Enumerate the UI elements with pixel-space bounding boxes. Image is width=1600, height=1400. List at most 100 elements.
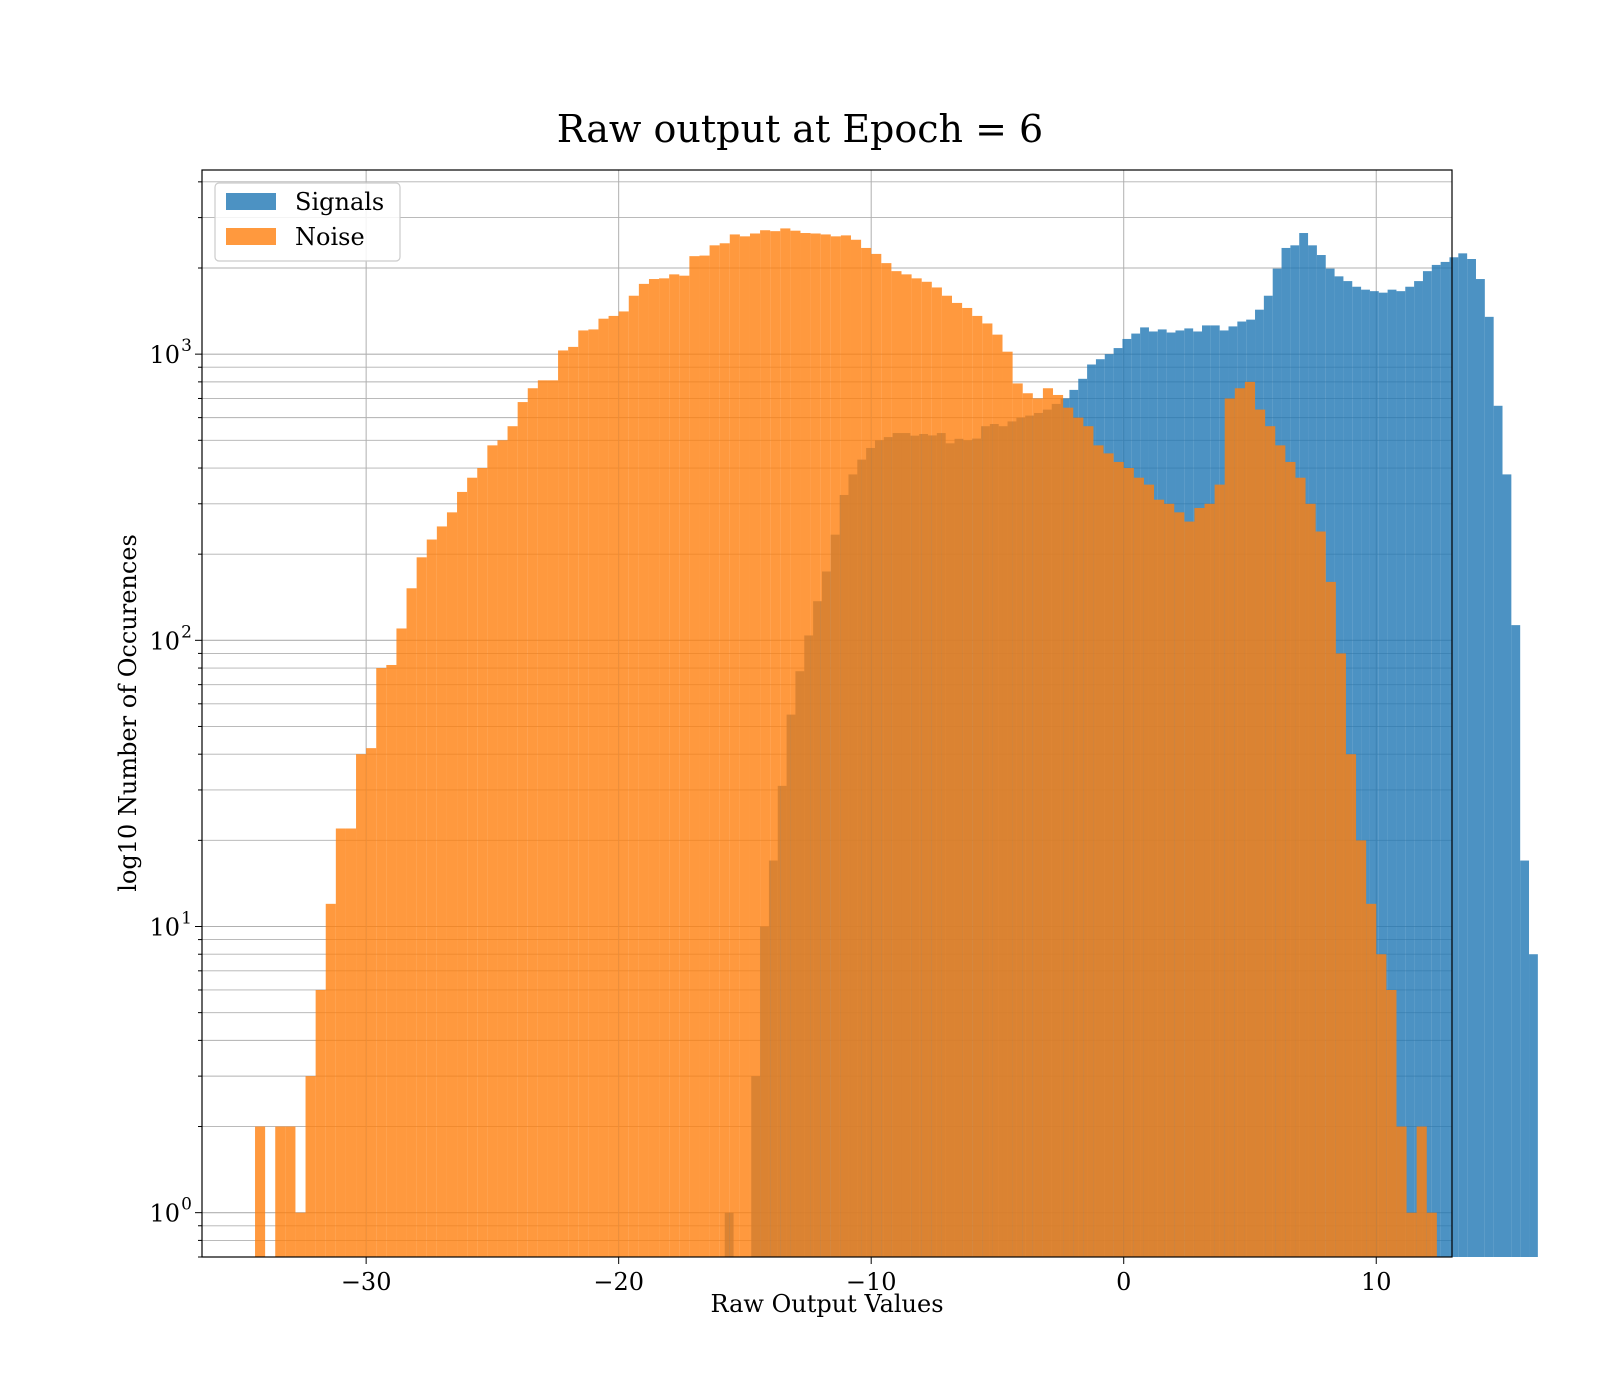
bar-noise [477, 468, 488, 1257]
bar-noise [659, 278, 670, 1257]
legend-label-noise: Noise [295, 223, 365, 251]
bar-signals [1431, 264, 1441, 1257]
bar-noise [952, 302, 963, 1257]
bar-noise [446, 512, 458, 1257]
y-tick-exponent: 2 [181, 622, 192, 642]
bar-signals [1493, 405, 1503, 1258]
bar-signals [1484, 316, 1494, 1257]
bar-noise [1042, 388, 1054, 1258]
y-axis-label: log10 Number of Occurences [114, 534, 142, 892]
bar-noise [638, 283, 649, 1257]
bar-noise [1366, 903, 1377, 1257]
bar-noise [648, 279, 660, 1258]
legend: Signals Noise [214, 182, 401, 262]
bar-signals [1396, 291, 1406, 1257]
bar-noise [527, 388, 538, 1258]
bar-noise [1345, 754, 1357, 1257]
bar-noise [1244, 381, 1256, 1258]
bar-noise [911, 278, 922, 1257]
bar-signals [1520, 860, 1530, 1257]
bar-noise [416, 557, 427, 1257]
bar-noise [547, 380, 559, 1257]
bar-noise [1325, 581, 1336, 1257]
bar-noise [618, 311, 629, 1257]
x-axis-label: Raw Output Values [710, 1290, 943, 1318]
bar-noise [1255, 409, 1266, 1258]
bar-signals [1405, 286, 1415, 1257]
bar-noise [598, 318, 609, 1257]
bar-noise [396, 628, 407, 1257]
bar-noise [709, 245, 720, 1258]
bar-noise [335, 828, 346, 1257]
bar-noise [345, 828, 357, 1257]
bar-noise [1093, 445, 1104, 1258]
bar-noise [588, 329, 599, 1258]
bar-noise [679, 275, 690, 1258]
legend-swatch-signals [226, 193, 276, 210]
bar-noise [1063, 407, 1074, 1257]
bar-noise [285, 1126, 296, 1257]
bar-signals [1361, 289, 1370, 1257]
x-tick-label: −30 [341, 1268, 392, 1296]
bar-noise [941, 295, 952, 1258]
bar-noise [1396, 1126, 1407, 1257]
bar-noise [1416, 1126, 1427, 1257]
bar-noise [1002, 351, 1013, 1257]
bar-noise [931, 287, 942, 1258]
bar-noise [840, 235, 851, 1257]
bar-noise [406, 588, 417, 1257]
bar-noise [1154, 499, 1165, 1257]
bar-noise [1194, 507, 1205, 1258]
y-tick-label: 10 [149, 627, 180, 655]
bar-noise [850, 239, 862, 1258]
bar-signals [1475, 279, 1485, 1258]
bar-noise [1265, 426, 1276, 1257]
bar-noise [749, 233, 761, 1257]
bar-noise [992, 334, 1003, 1257]
bar-noise [1103, 453, 1114, 1257]
bar-noise [1275, 445, 1286, 1258]
bar-noise [1022, 393, 1033, 1257]
bar-noise [386, 664, 397, 1257]
bar-noise [881, 263, 892, 1258]
bar-noise [972, 315, 983, 1257]
bar-noise [1335, 653, 1346, 1257]
bar-noise [558, 350, 569, 1257]
bar-noise [1113, 461, 1124, 1258]
bar-noise [1123, 468, 1134, 1257]
bar-signals [1458, 253, 1468, 1258]
bar-signals [1369, 291, 1379, 1257]
bar-noise [487, 445, 498, 1258]
bar-noise [689, 256, 700, 1258]
bar-noise [356, 754, 367, 1257]
bar-noise [719, 243, 730, 1257]
chart-title: Raw output at Epoch = 6 [557, 107, 1043, 151]
y-tick-label: 10 [149, 913, 180, 941]
bar-noise [1184, 521, 1195, 1257]
bar-signals [1467, 259, 1476, 1257]
bar-noise [790, 230, 801, 1258]
bar-noise [295, 1212, 306, 1257]
bar-noise [1356, 840, 1367, 1257]
bar-noise [1426, 1212, 1437, 1257]
bar-noise [861, 247, 872, 1258]
bar-noise [1032, 398, 1043, 1258]
bar-noise [760, 230, 771, 1258]
y-tick-label: 10 [149, 341, 180, 369]
bar-noise [982, 323, 993, 1257]
bar-noise [830, 236, 841, 1257]
x-tick-label: 10 [1361, 1268, 1392, 1296]
bar-noise [1376, 954, 1387, 1257]
bar-noise [1053, 394, 1064, 1258]
y-tick-exponent: 1 [181, 908, 192, 928]
bar-noise [608, 315, 619, 1257]
bar-signals [1440, 261, 1450, 1258]
bar-noise [800, 233, 811, 1258]
bars [255, 228, 1538, 1258]
bar-noise [578, 330, 589, 1257]
bar-noise [255, 1126, 266, 1257]
bar-noise [507, 426, 518, 1257]
bar-noise [305, 1076, 316, 1257]
bar-noise [1285, 461, 1296, 1258]
